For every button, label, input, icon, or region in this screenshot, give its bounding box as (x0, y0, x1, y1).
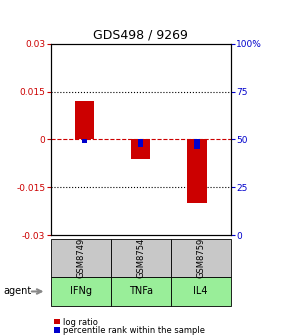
Bar (138, 139, 144, 147)
Text: percentile rank within the sample: percentile rank within the sample (63, 327, 205, 335)
Bar (194, 139, 200, 149)
Bar (131, 139, 151, 159)
Bar (75, 101, 94, 139)
Text: agent: agent (3, 287, 31, 296)
Bar (187, 139, 207, 203)
Text: log ratio: log ratio (63, 318, 98, 327)
Text: IL4: IL4 (193, 287, 208, 296)
Text: IFNg: IFNg (70, 287, 92, 296)
Title: GDS498 / 9269: GDS498 / 9269 (93, 28, 188, 41)
Text: GSM8749: GSM8749 (76, 238, 85, 278)
Text: GSM8754: GSM8754 (136, 238, 145, 278)
Text: TNFa: TNFa (129, 287, 153, 296)
Bar (82, 139, 87, 143)
Text: GSM8759: GSM8759 (196, 238, 205, 278)
